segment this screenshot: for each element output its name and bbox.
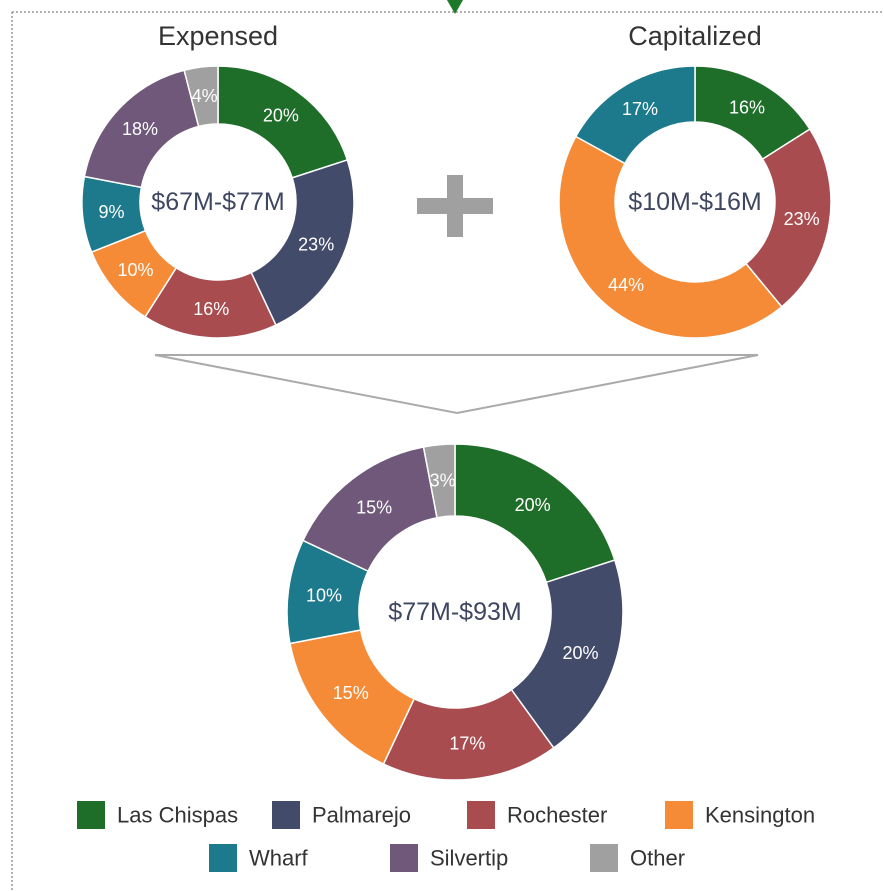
donut-slice [422,443,456,519]
chart-title: Capitalized [628,21,762,51]
legend-label: Wharf [249,846,309,871]
legend-swatch [467,801,495,829]
legend-label: Las Chispas [117,803,238,828]
legend-swatch [665,801,693,829]
legend-swatch [209,844,237,872]
data-label: 20% [263,105,299,125]
plus-sign [417,198,493,214]
data-label: 10% [306,585,342,605]
donut-slice [558,135,783,339]
data-label: 17% [449,733,485,753]
data-label: 10% [118,260,154,280]
data-label: 20% [563,643,599,663]
chart-title: Expensed [158,21,278,51]
data-label: 20% [515,495,551,515]
legend-label: Palmarejo [312,803,411,828]
data-label: 23% [298,234,334,254]
center-label: $67M-$77M [151,188,284,216]
donut-slice [454,443,616,584]
legend-label: Silvertip [430,846,508,871]
data-label: 3% [430,471,456,491]
data-label: 23% [784,209,820,229]
data-label: 9% [98,202,124,222]
donut-slice [574,65,696,165]
donut-slice [510,559,624,749]
data-label: 18% [122,119,158,139]
connector [154,354,759,415]
legend-label: Other [630,846,685,871]
center-label: $10M-$16M [628,188,761,216]
donut-slice [250,159,355,327]
legend-label: Kensington [705,803,815,828]
legend-swatch [390,844,418,872]
center-label: $77M-$93M [388,598,521,626]
donut-slice [744,128,832,308]
legend-swatch [590,844,618,872]
data-label: 16% [193,299,229,319]
donut-slice [183,65,219,128]
data-label: 16% [729,97,765,117]
legend-swatch [77,801,105,829]
data-label: 15% [356,498,392,518]
pointer [447,0,463,14]
data-label: 44% [608,275,644,295]
legend-label: Rochester [507,803,607,828]
legend-swatch [272,801,300,829]
data-label: 4% [192,86,218,106]
data-label: 15% [333,683,369,703]
data-label: 17% [622,99,658,119]
